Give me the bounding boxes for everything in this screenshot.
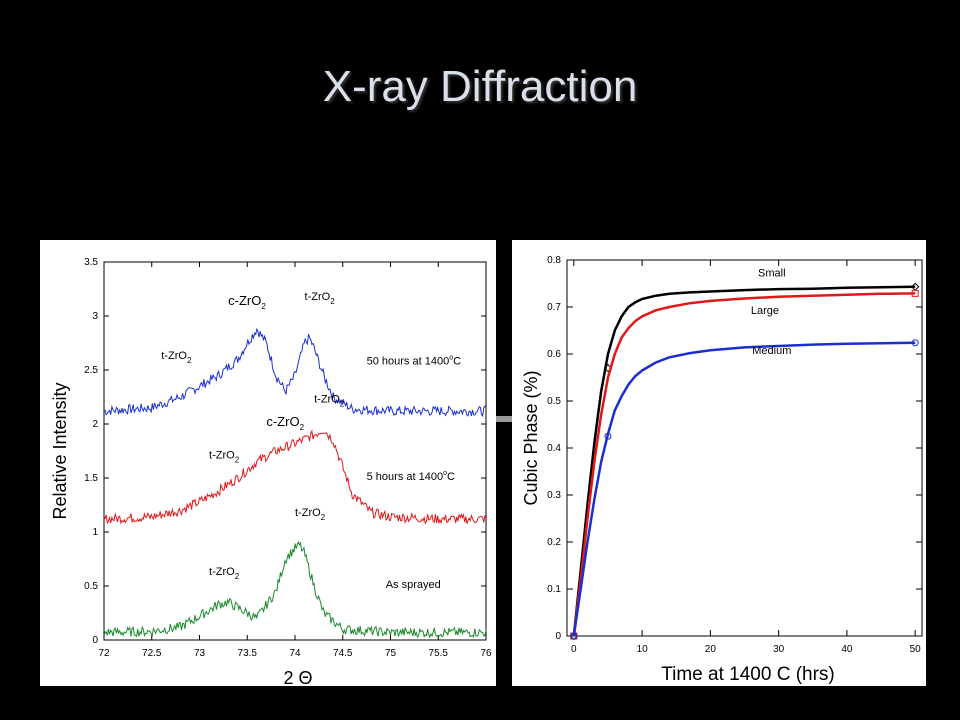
x-tick-label: 0: [571, 644, 577, 655]
y-tick-label: 2: [92, 419, 98, 430]
x-tick-label: 50: [910, 644, 922, 655]
y-axis-label: Cubic Phase (%): [521, 370, 541, 505]
peak-annotation: t-ZrO2: [209, 566, 240, 581]
peak-annotation: c-ZrO2: [228, 293, 266, 311]
xrd-chart-panel: 72 72.5 73 73.5 74 74.5 75 75.5 76 0 0.5 1 1.5 2 2.5 3 3…: [40, 240, 496, 686]
series-label-small: Small: [758, 267, 786, 279]
y-tick-label: 3.5: [84, 257, 98, 268]
data-point: [911, 289, 919, 297]
panel-connector: [496, 416, 512, 422]
y-tick-label: 0.8: [547, 255, 561, 266]
peak-annotation: t-ZrO2: [161, 350, 192, 365]
x-tick-label: 75.5: [429, 648, 449, 659]
y-tick-label: 0.7: [547, 302, 561, 313]
data-point: [604, 432, 612, 440]
y-tick-label: 0.6: [547, 349, 561, 360]
data-point: [911, 339, 919, 347]
x-tick-label: 74.5: [333, 648, 353, 659]
x-tick-label: 74: [289, 648, 301, 659]
data-point: [570, 632, 578, 640]
peak-annotation: 5 hours at 1400oC: [367, 470, 455, 483]
series-line-1: [103, 327, 487, 418]
y-tick-label: 0.3: [547, 490, 561, 501]
cubic-phase-chart: 0 10 20 30 40 50 0 0.1 0.2 0.3 0.4 0.5 0.6 0.7 0.8 Time…: [521, 255, 923, 685]
x-tick-label: 72.5: [142, 648, 162, 659]
cubic-phase-chart-panel: 0 10 20 30 40 50 0 0.1 0.2 0.3 0.4 0.5 0.6 0.7 0.8 Time…: [512, 240, 926, 686]
series-label-medium: Medium: [752, 345, 791, 357]
slide-title: X-ray Diffraction: [322, 62, 638, 111]
series-line-medium: [572, 341, 916, 637]
peak-annotation: t-ZrO2: [295, 507, 326, 522]
y-tick-label: 0.2: [547, 537, 561, 548]
series-line-large: [572, 292, 916, 637]
x-tick-label: 73: [194, 648, 206, 659]
x-tick-label: 73.5: [238, 648, 258, 659]
peak-annotation: t-ZrO2: [209, 450, 240, 465]
x-tick-label: 76: [480, 648, 492, 659]
y-tick-label: 0: [92, 635, 98, 646]
y-tick-label: 1: [92, 527, 98, 538]
y-axis-label: Relative Intensity: [50, 382, 70, 519]
peak-annotation: t-ZrO2: [314, 393, 345, 408]
y-tick-label: 1.5: [84, 473, 98, 484]
x-tick-label: 30: [773, 644, 785, 655]
y-tick-label: 0.5: [547, 396, 561, 407]
x-tick-label: 40: [841, 644, 853, 655]
x-tick-label: 75: [385, 648, 397, 659]
peak-annotation: 50 hours at 1400oC: [367, 355, 461, 368]
y-tick-label: 0.1: [547, 584, 561, 595]
x-tick-label: 10: [637, 644, 649, 655]
series-line-3: [103, 540, 487, 639]
series-line-small: [572, 285, 916, 637]
peak-annotation: As sprayed: [386, 579, 441, 591]
x-tick-label: 20: [705, 644, 717, 655]
y-tick-label: 3: [92, 311, 98, 322]
peak-annotation: t-ZrO2: [305, 291, 336, 306]
y-tick-label: 0.5: [84, 581, 98, 592]
series-label-large: Large: [751, 305, 779, 317]
y-tick-label: 0: [555, 631, 561, 642]
x-tick-label: 72: [98, 648, 110, 659]
y-tick-label: 0.4: [547, 443, 561, 454]
series-line-2: [103, 429, 487, 525]
x-axis-label: Time at 1400 C (hrs): [661, 664, 835, 685]
x-axis-label: 2 Θ: [283, 668, 312, 686]
xrd-chart: 72 72.5 73 73.5 74 74.5 75 75.5 76 0 0.5 1 1.5 2 2.5 3 3…: [50, 257, 492, 686]
peak-annotation: c-ZrO2: [266, 414, 304, 432]
y-tick-label: 2.5: [84, 365, 98, 376]
